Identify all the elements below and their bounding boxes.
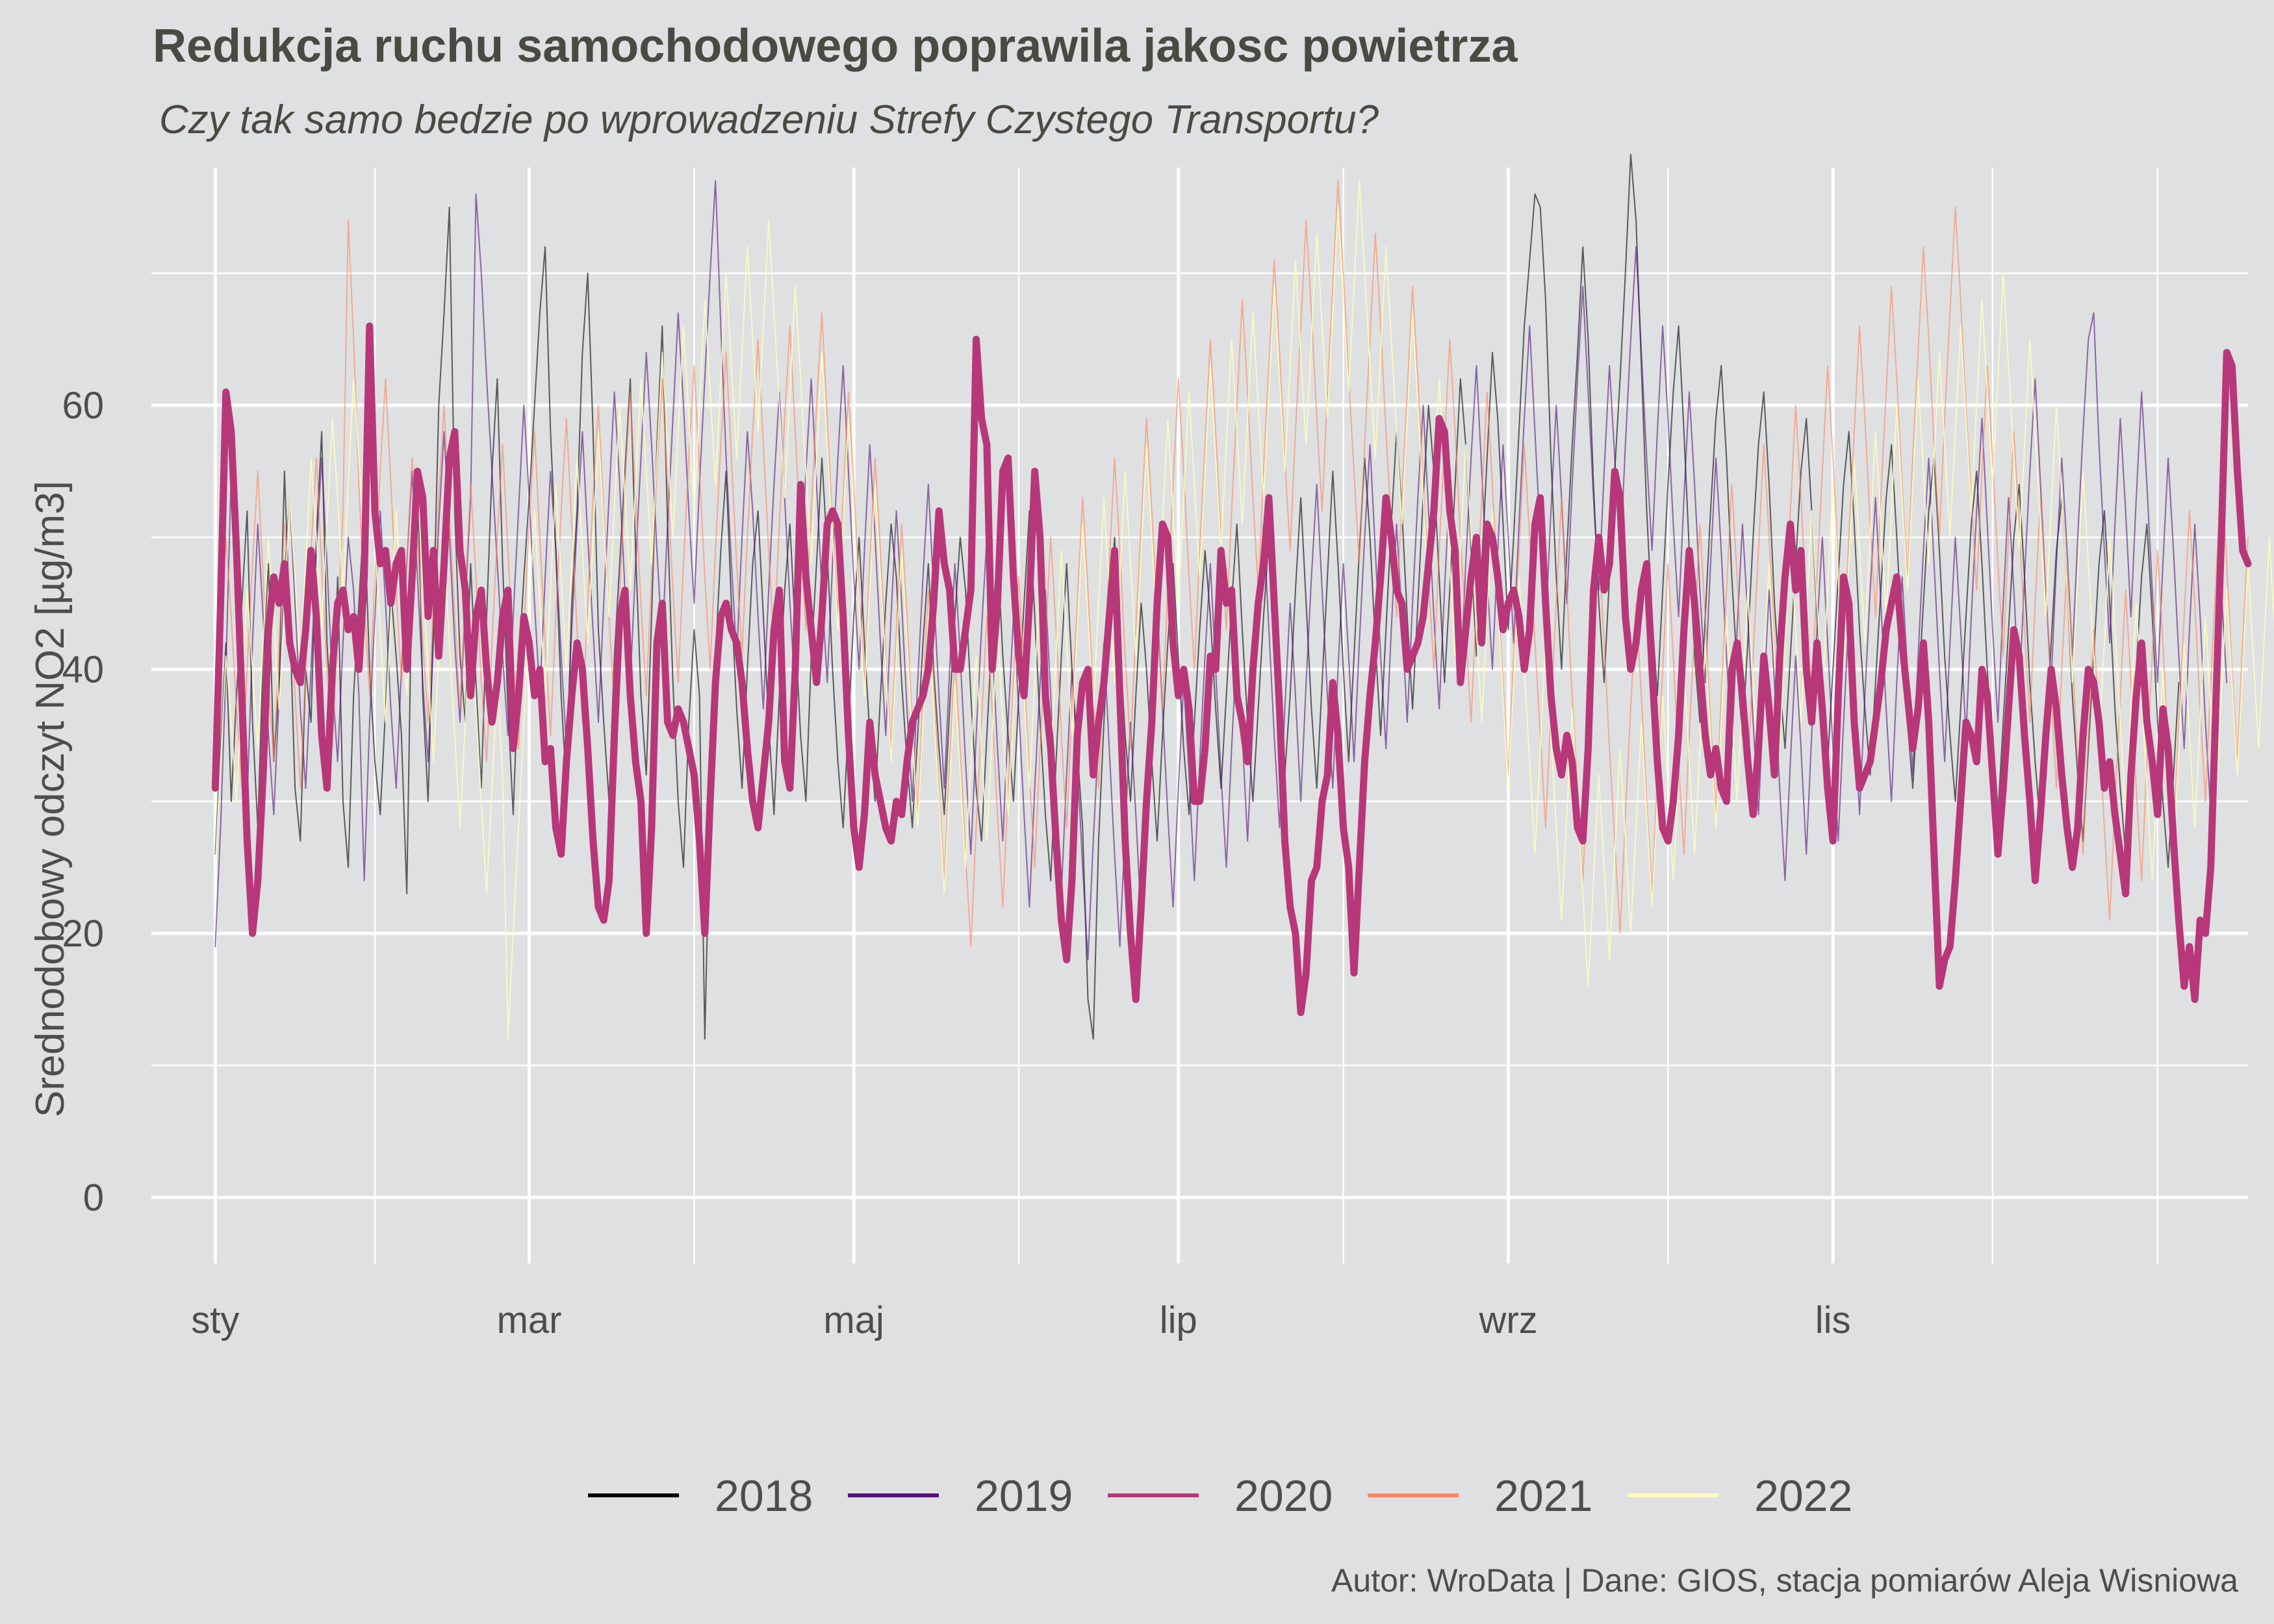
x-tick-label: mar <box>497 1299 562 1341</box>
chart-subtitle: Czy tak samo bedzie po wprowadzeniu Stre… <box>159 97 1379 142</box>
series-line-2021 <box>214 180 2249 948</box>
x-tick-label: wrz <box>1478 1299 1537 1341</box>
x-axis-ticks: sty mar maj lip wrz lis <box>191 1299 1850 1341</box>
legend-label-2018: 2018 <box>715 1471 813 1521</box>
x-tick-label: lip <box>1160 1299 1197 1341</box>
x-tick-label: lis <box>1815 1299 1851 1341</box>
x-tick-label: maj <box>823 1299 884 1341</box>
legend: 2018 2019 2020 2021 2022 <box>588 1471 1852 1521</box>
series-line-2020 <box>211 322 2252 1017</box>
legend-label-2019: 2019 <box>975 1471 1073 1521</box>
series-layer <box>211 153 2274 1040</box>
series-line-2022 <box>214 180 2274 1040</box>
y-tick-label: 20 <box>62 913 104 955</box>
legend-label-2020: 2020 <box>1234 1471 1333 1521</box>
chart-caption: Autor: WroData | Dane: GIOS, stacja pomi… <box>1331 1562 2238 1599</box>
y-axis-ticks: 0 20 40 60 <box>62 385 104 1219</box>
chart-title: Redukcja ruchu samochodowego poprawila j… <box>153 20 1518 72</box>
grid <box>151 168 2248 1263</box>
legend-label-2021: 2021 <box>1494 1471 1592 1521</box>
y-tick-label: 60 <box>62 385 104 427</box>
legend-label-2022: 2022 <box>1754 1471 1852 1521</box>
y-tick-label: 0 <box>83 1176 104 1219</box>
y-tick-label: 40 <box>62 648 104 691</box>
y-axis-label: Srednodobowy odczyt NO2 [µg/m3] <box>28 481 73 1117</box>
series-line-2019 <box>214 180 2228 961</box>
x-tick-label: sty <box>191 1299 239 1341</box>
